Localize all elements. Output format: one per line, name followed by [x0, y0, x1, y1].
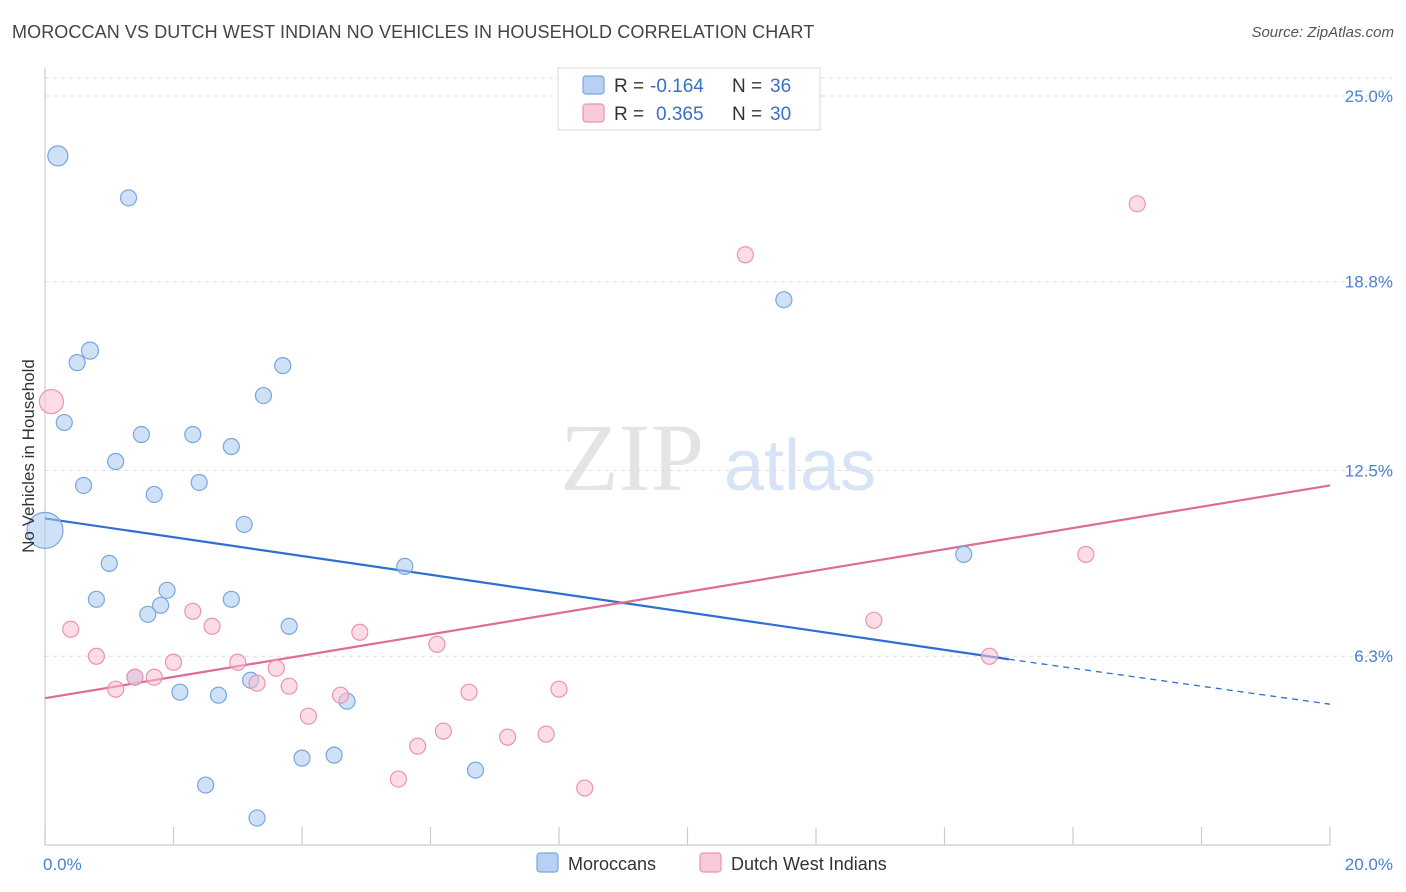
axes: 6.3% 12.5% 18.8% 25.0% 0.0% 20.0% [43, 68, 1393, 874]
point-0-20 [152, 596, 170, 614]
bottom-legend-moroccans: Moroccans [568, 854, 656, 874]
point-0-9 [254, 386, 273, 405]
point-0-7 [184, 425, 202, 444]
point-0-5 [55, 413, 73, 432]
trend-line-0 [44, 517, 1009, 661]
trend-lines [44, 484, 1331, 705]
point-0-31 [466, 761, 485, 779]
point-0-30 [293, 749, 311, 767]
point-1-2 [87, 647, 106, 665]
point-1-26 [865, 611, 883, 629]
point-1-16 [389, 770, 407, 788]
point-0-3 [80, 341, 100, 360]
point-1-24 [576, 779, 594, 797]
point-0-29 [325, 746, 343, 764]
point-0-35 [955, 545, 973, 563]
trend-line-1 [44, 484, 1331, 700]
point-1-28 [1077, 545, 1095, 563]
point-1-10 [248, 674, 266, 692]
gridlines [45, 77, 1392, 657]
bottom-legend-dutch-west-indians: Dutch West Indians [731, 854, 887, 874]
correlation-legend: R = -0.164 N = 36 R = 0.365 N = 30 [557, 67, 821, 131]
point-1-7 [184, 602, 202, 620]
legend-n-value-1: 36 [770, 76, 791, 97]
legend-r-label-2: R = [614, 104, 644, 125]
point-1-0 [38, 388, 65, 415]
point-1-23 [550, 680, 568, 698]
point-0-4 [274, 357, 292, 375]
y-tick-label-1: 12.5% [1345, 461, 1393, 480]
point-0-6 [132, 425, 150, 444]
point-1-1 [62, 620, 80, 638]
point-0-23 [280, 617, 298, 635]
legend-r-label-1: R = [614, 76, 644, 97]
point-1-19 [434, 722, 452, 740]
point-0-11 [74, 476, 93, 495]
point-0-21 [222, 590, 240, 608]
chart-title: MOROCCAN VS DUTCH WEST INDIAN NO VEHICLE… [12, 22, 815, 42]
y-tick-label-3: 25.0% [1345, 87, 1393, 106]
point-1-8 [203, 617, 221, 635]
legend-n-value-2: 30 [770, 104, 791, 125]
bottom-legend-swatch-dutch-west-indians [699, 852, 722, 873]
watermark-zip: ZIP [560, 404, 704, 511]
point-1-3 [107, 680, 125, 698]
point-1-27 [980, 647, 999, 665]
x-tick-label-1: 20.0% [1345, 855, 1393, 874]
trend-line-extension-0 [1008, 658, 1331, 705]
point-0-0 [47, 145, 69, 167]
point-0-10 [107, 452, 125, 471]
x-tick-label-0: 0.0% [43, 855, 82, 874]
point-1-21 [499, 728, 517, 746]
point-0-1 [119, 189, 138, 207]
point-0-8 [222, 437, 240, 456]
point-0-27 [209, 686, 228, 704]
point-1-14 [331, 686, 350, 704]
point-1-5 [145, 668, 163, 686]
point-0-14 [235, 515, 253, 534]
point-0-26 [171, 683, 189, 701]
point-1-12 [280, 677, 298, 695]
legend-r-value-1: -0.164 [650, 76, 704, 97]
legend-swatch-dutch-west-indians [582, 103, 605, 123]
y-tick-label-2: 18.8% [1345, 273, 1393, 292]
point-0-34 [775, 291, 793, 309]
point-0-22 [139, 605, 157, 623]
point-1-22 [537, 725, 555, 743]
point-1-17 [409, 737, 427, 755]
point-1-20 [460, 683, 478, 701]
y-tick-label-0: 6.3% [1354, 647, 1393, 666]
point-0-32 [197, 776, 215, 794]
point-0-16 [100, 554, 118, 572]
data-points [26, 145, 1146, 827]
source-credit: Source: ZipAtlas.com [1251, 24, 1394, 41]
point-1-4 [126, 668, 144, 686]
point-0-13 [145, 485, 163, 504]
point-1-13 [299, 707, 318, 725]
watermark-atlas: atlas [724, 426, 876, 506]
legend-swatch-moroccans [582, 75, 605, 95]
point-0-12 [190, 473, 208, 492]
bottom-legend-swatch-moroccans [536, 852, 559, 873]
point-1-18 [428, 635, 446, 653]
point-0-17 [396, 557, 414, 575]
point-1-29 [1128, 195, 1146, 213]
series-legend: Moroccans Dutch West Indians [536, 852, 887, 874]
point-0-19 [87, 590, 106, 608]
point-0-15 [26, 511, 64, 550]
legend-r-value-2: 0.365 [656, 104, 704, 125]
legend-n-label-2: N = [732, 104, 762, 125]
point-1-25 [736, 246, 754, 264]
legend-n-label-1: N = [732, 76, 762, 97]
point-0-18 [158, 581, 176, 599]
point-1-11 [267, 659, 285, 677]
point-1-15 [351, 623, 369, 641]
point-1-6 [164, 653, 183, 671]
y-axis-label: No Vehicles in Household [19, 359, 38, 553]
point-1-9 [229, 653, 247, 671]
point-0-33 [248, 809, 266, 827]
point-0-2 [68, 354, 86, 372]
